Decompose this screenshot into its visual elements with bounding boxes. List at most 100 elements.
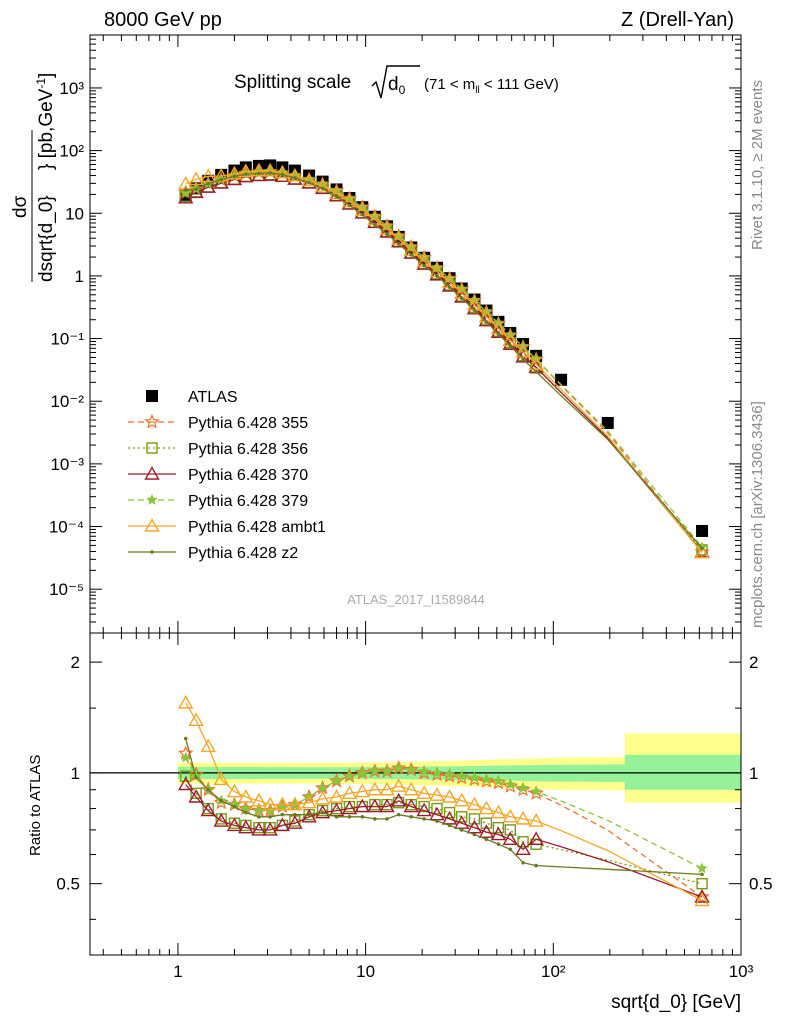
ratio-point-pythia-6-428-z2: [320, 810, 325, 815]
ratio-point-pythia-6-428-z2: [472, 832, 477, 837]
data-point-pythia-6-428-ambt1: [528, 356, 544, 370]
ratio-point-pythia-6-428-370: [379, 798, 395, 813]
data-point-pythia-6-428-ambt1: [694, 544, 710, 559]
ratio-point-pythia-6-428-379: [418, 765, 430, 777]
ratio-point-pythia-6-428-ambt1: [251, 792, 267, 807]
ratio-point-pythia-6-428-z2: [700, 872, 704, 877]
legend-label-pythia-6-428-379: Pythia 6.428 379: [188, 493, 308, 510]
ratio-point-pythia-6-428-z2: [534, 863, 538, 868]
data-point-pythia-6-428-z2: [435, 274, 439, 278]
ratio-point-pythia-6-428-379: [443, 768, 456, 780]
ratio-point-pythia-6-428-z2: [194, 775, 198, 780]
ratio-point-pythia-6-428-z2: [206, 787, 211, 792]
ratio-point-pythia-6-428-356: [504, 824, 517, 836]
x-axis-label: sqrt{d_0} [GeV]: [611, 992, 741, 1013]
ratio-point-pythia-6-428-ambt1: [341, 785, 358, 800]
ratio-point-pythia-6-428-379: [492, 775, 505, 786]
main-panel: [89, 34, 742, 634]
ratio-point-pythia-6-428-355: [367, 763, 383, 778]
data-point-pythia-6-428-370: [262, 167, 278, 181]
data-point-pythia-6-428-z2: [206, 181, 211, 186]
ratio-point-pythia-6-428-ambt1: [466, 796, 483, 811]
data-point-atlas: [696, 524, 709, 537]
data-point-pythia-6-428-370: [213, 175, 229, 189]
ratio-point-pythia-6-428-379: [228, 798, 241, 810]
ratio-point-pythia-6-428-379: [696, 862, 708, 874]
ratio-point-pythia-6-428-z2: [484, 837, 489, 842]
ratio-point-pythia-6-428-370: [416, 802, 432, 817]
ratio-point-pythia-6-428-z2: [334, 814, 339, 819]
plot-title: Splitting scale d0 (71 < mll < 111 GeV): [234, 65, 559, 99]
data-point-pythia-6-428-370: [188, 184, 204, 199]
ratio-point-pythia-6-428-ambt1: [213, 771, 229, 786]
ratio-point-pythia-6-428-z2: [360, 814, 365, 819]
ratio-point-pythia-6-428-ambt1: [274, 796, 291, 811]
ratio-point-pythia-6-428-ambt1: [390, 778, 407, 792]
ratio-point-pythia-6-428-z2: [307, 812, 311, 817]
data-point-pythia-6-428-379: [316, 178, 329, 189]
ratio-axis-label: Ratio to ATLAS: [27, 755, 44, 856]
ratio-point-pythia-6-428-z2: [422, 817, 426, 821]
ratio-point-pythia-6-428-379: [356, 766, 368, 778]
data-point-pythia-6-428-z2: [268, 171, 272, 175]
ratio-point-pythia-6-428-356: [696, 877, 708, 890]
plot-title-main: Splitting scale: [234, 72, 351, 93]
ratio-point-pythia-6-428-379: [456, 770, 468, 781]
data-point-pythia-6-428-z2: [472, 308, 477, 312]
legend-marker-atlas: [146, 390, 158, 402]
ratio-point-pythia-6-428-355: [502, 778, 519, 793]
ratio-point-pythia-6-428-355: [391, 760, 407, 775]
ratio-point-pythia-6-428-355: [478, 773, 495, 788]
ratio-point-pythia-6-428-379: [253, 804, 265, 816]
ratio-point-pythia-6-428-370: [262, 821, 278, 836]
ratio-point-pythia-6-428-379: [431, 766, 443, 778]
ratio-point-pythia-6-428-ambt1: [502, 808, 519, 823]
data-point-pythia-6-428-ambt1: [238, 163, 254, 178]
ratio-point-pythia-6-428-ambt1: [328, 789, 345, 803]
data-point-pythia-6-428-ambt1: [274, 164, 291, 179]
ratio-point-pythia-6-428-355: [429, 766, 445, 782]
ratio-tick-label-right: 2: [749, 653, 758, 672]
y-tick-label: 10: [65, 204, 84, 223]
ratio-point-pythia-6-428-ambt1: [403, 781, 419, 796]
data-point-pythia-6-428-370: [200, 179, 216, 193]
data-point-pythia-6-428-z2: [385, 232, 389, 236]
data-point-pythia-6-428-z2: [422, 263, 426, 268]
uncertainty-bands: [90, 733, 741, 803]
series-line-pythia-6-428-379: [185, 171, 703, 548]
legend-label-pythia-6-428-370: Pythia 6.428 370: [188, 467, 308, 484]
x-tick-label: 10²: [541, 962, 566, 981]
ratio-point-pythia-6-428-z2: [347, 814, 352, 819]
ratio-panel: [89, 632, 742, 956]
ratio-point-pythia-6-428-355: [213, 794, 229, 810]
ratio-point-pythia-6-428-ambt1: [301, 794, 317, 809]
legend-label-pythia-6-428-ambt1: Pythia 6.428 ambt1: [188, 519, 326, 536]
data-point-pythia-6-428-z2: [459, 296, 464, 300]
ratio-point-pythia-6-428-370: [287, 815, 303, 829]
ratio-point-pythia-6-428-356: [492, 821, 505, 834]
ratio-point-pythia-6-428-355: [341, 768, 358, 783]
data-point-pythia-6-428-z2: [347, 203, 352, 208]
data-point-pythia-6-428-z2: [496, 332, 501, 336]
ratio-point-pythia-6-428-ambt1: [441, 789, 458, 803]
ratio-point-pythia-6-428-ambt1: [515, 810, 531, 825]
y-axis-label-denominator: dsqrt{d_0}: [36, 195, 57, 282]
data-point-pythia-6-428-z2: [219, 177, 223, 182]
main-panel-frame: [89, 34, 742, 634]
ratio-point-pythia-6-428-356: [517, 836, 529, 848]
legend-marker-pythia-6-428-355: [144, 413, 160, 429]
ratio-point-pythia-6-428-370: [301, 808, 317, 823]
ratio-point-pythia-6-428-379: [468, 771, 481, 783]
ratio-point-pythia-6-428-379: [480, 773, 493, 785]
data-point-pythia-6-428-z2: [257, 171, 261, 176]
ratio-panel-frame: [89, 632, 742, 956]
data-point-pythia-6-428-ambt1: [251, 162, 267, 177]
data-point-pythia-6-428-370: [251, 167, 267, 182]
data-point-pythia-6-428-z2: [244, 172, 248, 176]
data-point-pythia-6-428-z2: [183, 188, 188, 192]
ratio-point-pythia-6-428-370: [466, 819, 483, 834]
y-axis-label: dσ dsqrt{d_0} } [pb,GeV-1]: [10, 73, 57, 282]
data-point-pythia-6-428-ambt1: [226, 165, 243, 180]
y-tick-label: 10⁻⁵: [49, 580, 84, 599]
